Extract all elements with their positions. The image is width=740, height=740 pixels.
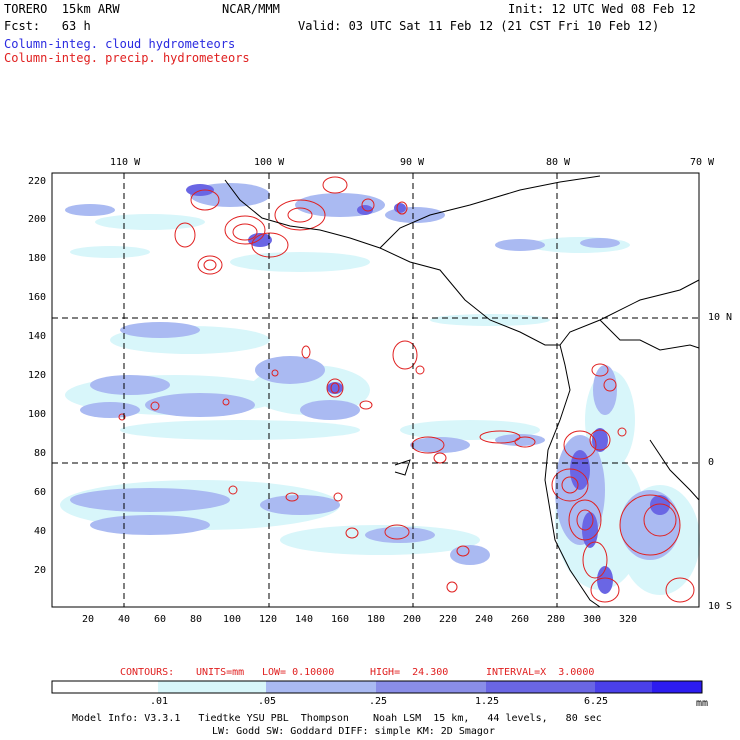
x-tick-100: 100	[223, 614, 242, 625]
y-tick-80: 80	[34, 448, 47, 459]
x-tick-320: 320	[619, 614, 638, 625]
x-tick-60: 60	[154, 614, 167, 625]
lon-label-100w: 100 W	[254, 157, 285, 168]
contours-low: LOW= 0.10000	[262, 667, 335, 678]
colorbar-seg-6	[652, 681, 702, 693]
x-tick-280: 280	[547, 614, 566, 625]
y-tick-180: 180	[28, 253, 47, 264]
lon-label-110w: 110 W	[110, 157, 141, 168]
precip-contours	[118, 176, 695, 603]
y-tick-100: 100	[28, 409, 47, 420]
colorbar-seg-5	[595, 681, 652, 693]
contours-label: CONTOURS:	[120, 667, 175, 678]
colorbar-seg-0	[52, 681, 158, 693]
lon-label-90w: 90 W	[400, 157, 425, 168]
x-tick-140: 140	[295, 614, 314, 625]
colorbar-seg-4	[486, 681, 595, 693]
lon-label-70w: 70 W	[690, 157, 715, 168]
center-name: NCAR/MMM	[222, 2, 280, 16]
y-tick-20: 20	[34, 565, 47, 576]
lat-label-eq: 0	[708, 457, 715, 468]
x-tick-200: 200	[403, 614, 422, 625]
init-time: Init: 12 UTC Wed 08 Feb 12	[508, 2, 696, 16]
y-tick-200: 200	[28, 214, 47, 225]
y-tick-120: 120	[28, 370, 47, 381]
colorbar-label-005: .05	[258, 696, 277, 707]
graticule	[52, 173, 699, 607]
colorbar-seg-1	[158, 681, 266, 693]
y-tick-160: 160	[28, 292, 47, 303]
colorbar-label-625: 6.25	[584, 696, 609, 707]
x-tick-80: 80	[190, 614, 203, 625]
y-tick-220: 220	[28, 176, 47, 187]
contours-high: HIGH= 24.300	[370, 667, 449, 678]
y-tick-140: 140	[28, 331, 47, 342]
y-tick-40: 40	[34, 526, 47, 537]
colorbar-units: mm	[696, 698, 709, 709]
x-tick-300: 300	[583, 614, 602, 625]
colorbar-seg-3	[376, 681, 486, 693]
model-info-line1: Model Info: V3.3.1 Tiedtke YSU PBL Thomp…	[72, 713, 602, 724]
colorbar-seg-2	[266, 681, 376, 693]
model-name: TORERO 15km ARW	[4, 2, 120, 16]
field-precip-label: Column-integ. precip. hydrometeors	[4, 51, 250, 65]
lat-label-10n: 10 N	[708, 312, 733, 323]
colorbar-label-001: .01	[150, 696, 169, 707]
x-tick-40: 40	[118, 614, 131, 625]
field-cloud-label: Column-integ. cloud hydrometeors	[4, 37, 236, 51]
x-tick-20: 20	[82, 614, 95, 625]
lon-label-80w: 80 W	[546, 157, 571, 168]
colorbar-label-125: 1.25	[475, 696, 500, 707]
x-tick-180: 180	[367, 614, 386, 625]
x-tick-160: 160	[331, 614, 350, 625]
y-tick-60: 60	[34, 487, 47, 498]
valid-time: Valid: 03 UTC Sat 11 Feb 12 (21 CST Fri …	[298, 19, 660, 33]
model-info-line2: LW: Godd SW: Goddard DIFF: simple KM: 2D…	[212, 726, 495, 737]
contours-units: UNITS=mm	[196, 667, 245, 678]
forecast-hour: Fcst: 63 h	[4, 19, 91, 33]
contours-interval: INTERVAL=X 3.0000	[486, 667, 595, 678]
x-tick-120: 120	[259, 614, 278, 625]
x-tick-220: 220	[439, 614, 458, 625]
lat-label-10s: 10 S	[708, 601, 733, 612]
colorbar-label-025: .25	[369, 696, 388, 707]
x-tick-260: 260	[511, 614, 530, 625]
x-tick-240: 240	[475, 614, 494, 625]
